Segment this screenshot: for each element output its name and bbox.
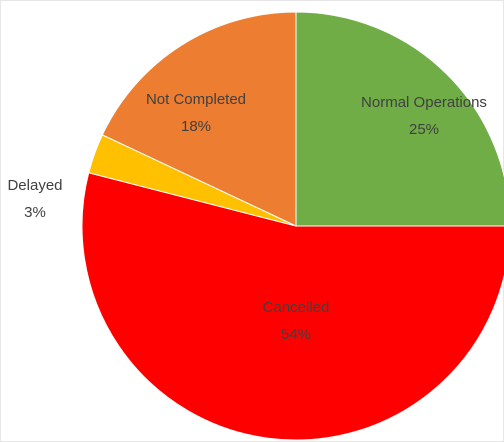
pie-slice — [101, 11, 297, 227]
slice-value-label: 18% — [181, 118, 211, 135]
slice-label: Not Completed — [146, 91, 246, 108]
slice-value-label: 54% — [281, 326, 311, 343]
pie-slice — [295, 11, 504, 227]
slice-label: Delayed — [7, 177, 62, 194]
slice-label: Cancelled — [263, 299, 330, 316]
slice-value-label: 3% — [24, 204, 46, 221]
slice-label: Normal Operations — [361, 94, 487, 111]
pie-slice — [81, 172, 504, 441]
slice-value-label: 25% — [409, 121, 439, 138]
